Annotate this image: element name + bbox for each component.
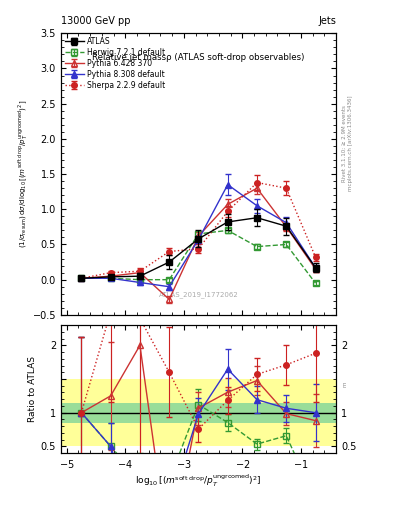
Text: Relative jet massρ (ATLAS soft-drop observables): Relative jet massρ (ATLAS soft-drop obse… [92, 53, 305, 62]
Y-axis label: $(1/\sigma_{\rm resum})\,{\rm d}\sigma/{\rm d}\log_{10}[(m^{\rm soft\ drop}/p_T^: $(1/\sigma_{\rm resum})\,{\rm d}\sigma/{… [16, 100, 30, 248]
Text: Jets: Jets [318, 16, 336, 26]
Legend: ATLAS, Herwig 7.2.1 default, Pythia 6.428 370, Pythia 8.308 default, Sherpa 2.2.: ATLAS, Herwig 7.2.1 default, Pythia 6.42… [63, 35, 167, 91]
Y-axis label: Ratio to ATLAS: Ratio to ATLAS [28, 356, 37, 422]
Text: m: m [342, 381, 347, 387]
Text: mcplots.cern.ch [arXiv:1306.3436]: mcplots.cern.ch [arXiv:1306.3436] [349, 96, 353, 191]
X-axis label: $\log_{10}[(m^{\rm soft\ drop}/p_T^{\rm ungroomed})^2]$: $\log_{10}[(m^{\rm soft\ drop}/p_T^{\rm … [135, 473, 262, 489]
Text: 13000 GeV pp: 13000 GeV pp [61, 16, 130, 26]
Text: Rivet 3.1.10; ≥ 2.9M events: Rivet 3.1.10; ≥ 2.9M events [342, 105, 347, 182]
Text: ATLAS_2019_I1772062: ATLAS_2019_I1772062 [159, 291, 238, 298]
